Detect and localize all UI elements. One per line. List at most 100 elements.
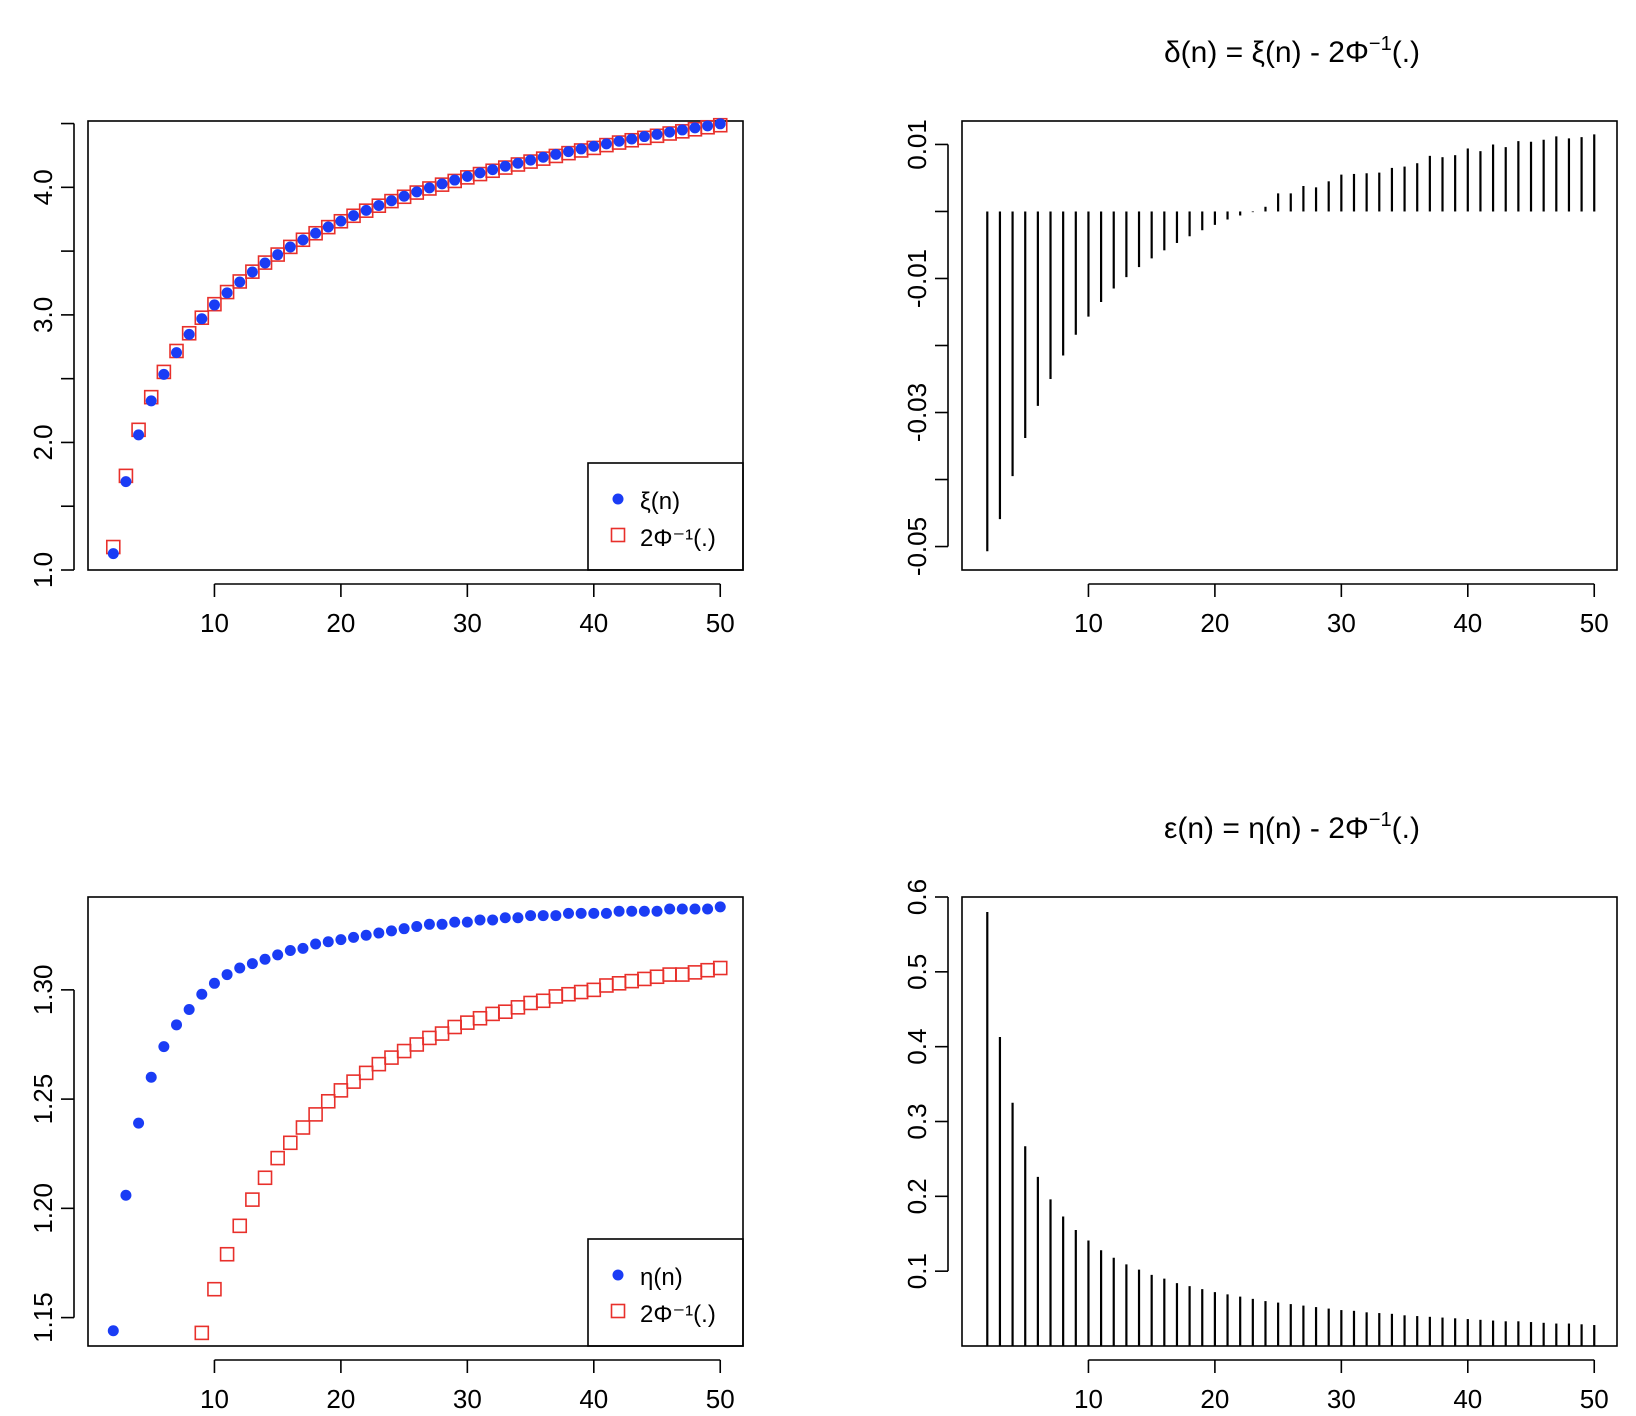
point-square xyxy=(662,967,677,982)
point-circle xyxy=(272,249,284,261)
data-bars xyxy=(986,911,1596,1346)
legend-box xyxy=(587,462,744,571)
x-tick-label: 50 xyxy=(1580,608,1609,638)
point-circle xyxy=(563,146,575,158)
x-tick-label: 20 xyxy=(326,1384,355,1414)
point-circle xyxy=(613,905,625,917)
point-square xyxy=(346,1074,361,1089)
data-bars xyxy=(986,134,1596,552)
point-circle xyxy=(208,299,220,311)
x-tick-label: 10 xyxy=(200,1384,229,1414)
point-circle xyxy=(575,907,587,919)
point-square xyxy=(320,1093,336,1109)
x-tick-label: 10 xyxy=(200,608,229,638)
point-circle xyxy=(171,347,183,359)
y-tick-label: 0.5 xyxy=(902,954,932,990)
point-square xyxy=(283,1135,298,1151)
point-circle xyxy=(120,1189,132,1201)
point-square xyxy=(561,986,576,1002)
point-circle xyxy=(436,178,448,190)
point-circle xyxy=(107,1325,119,1337)
point-square xyxy=(194,1325,210,1341)
title-main: δ(n) = ξ(n) - 2Φ xyxy=(1164,36,1369,69)
point-square xyxy=(245,264,260,279)
legend-label-phi: 2Φ⁻¹(.) xyxy=(640,525,716,552)
point-square xyxy=(586,982,602,998)
point-circle xyxy=(322,936,334,948)
legend-marker-eta xyxy=(612,1269,624,1281)
plot-frame xyxy=(961,896,1618,1347)
y-tick-label: 0.4 xyxy=(902,1029,932,1065)
point-circle xyxy=(423,182,435,194)
point-circle xyxy=(525,154,537,166)
point-circle xyxy=(234,962,246,974)
x-tick-label: 30 xyxy=(1327,608,1356,638)
y-tick-label: -0.05 xyxy=(902,517,932,576)
point-circle xyxy=(272,949,284,961)
x-axis: 10 20 30 40 50 xyxy=(200,583,735,638)
point-circle xyxy=(183,1004,195,1016)
point-square xyxy=(434,1026,450,1041)
x-axis: 10 20 30 40 50 xyxy=(1074,583,1609,638)
point-square xyxy=(308,1107,323,1122)
y-axis: 0.1 0.2 0.3 0.4 0.5 0.6 xyxy=(902,879,949,1289)
point-circle xyxy=(626,905,638,917)
data-points xyxy=(107,901,728,1341)
point-circle xyxy=(297,234,309,246)
point-circle xyxy=(385,925,397,937)
point-square xyxy=(358,1065,374,1081)
point-square xyxy=(523,995,538,1011)
point-circle xyxy=(613,135,625,147)
point-square xyxy=(219,1246,235,1262)
chart-title: δ(n) = ξ(n) - 2Φ−1(.) xyxy=(1164,33,1420,69)
point-circle xyxy=(563,907,575,919)
point-circle xyxy=(196,313,208,325)
point-square xyxy=(232,274,248,289)
point-circle xyxy=(133,1117,145,1129)
y-tick-label: 0.1 xyxy=(902,1253,932,1289)
plot-frame xyxy=(87,896,744,1347)
point-circle xyxy=(499,912,511,924)
point-square xyxy=(219,284,235,300)
series-phi-inverse xyxy=(105,117,728,555)
point-circle xyxy=(322,221,334,233)
point-square xyxy=(245,1192,260,1207)
point-circle xyxy=(575,143,587,155)
plot-frame xyxy=(961,120,1618,571)
point-circle xyxy=(638,131,650,143)
point-circle xyxy=(550,148,562,160)
point-circle xyxy=(234,276,246,288)
point-square xyxy=(207,296,222,312)
point-square xyxy=(422,1030,437,1046)
x-tick-label: 20 xyxy=(1200,608,1229,638)
point-square xyxy=(510,1000,526,1015)
point-square xyxy=(548,989,564,1004)
point-square xyxy=(637,971,652,987)
data-points xyxy=(105,117,728,560)
x-axis: 10 20 30 40 50 xyxy=(1074,1359,1609,1414)
point-circle xyxy=(335,934,347,946)
point-square xyxy=(675,967,690,982)
y-tick-label: -0.01 xyxy=(902,249,932,308)
point-square xyxy=(687,965,703,980)
y-tick-label: 3.0 xyxy=(28,297,58,333)
point-square xyxy=(624,973,640,989)
point-circle xyxy=(689,122,701,134)
legend-label-phi: 2Φ⁻¹(.) xyxy=(640,1301,716,1328)
x-tick-label: 50 xyxy=(706,1384,735,1414)
point-square xyxy=(384,1050,399,1065)
point-square xyxy=(497,1004,513,1020)
point-circle xyxy=(537,151,549,163)
point-circle xyxy=(676,124,688,136)
point-square xyxy=(599,978,614,993)
x-tick-label: 10 xyxy=(1074,1384,1103,1414)
title-superscript: −1 xyxy=(1369,33,1392,55)
point-square xyxy=(270,247,285,262)
legend-marker-phi xyxy=(610,1303,626,1319)
point-circle xyxy=(487,164,499,176)
point-circle xyxy=(183,328,195,340)
point-square xyxy=(485,1006,500,1022)
x-tick-label: 40 xyxy=(1453,608,1482,638)
point-square xyxy=(396,1043,412,1059)
point-square xyxy=(333,1083,349,1098)
